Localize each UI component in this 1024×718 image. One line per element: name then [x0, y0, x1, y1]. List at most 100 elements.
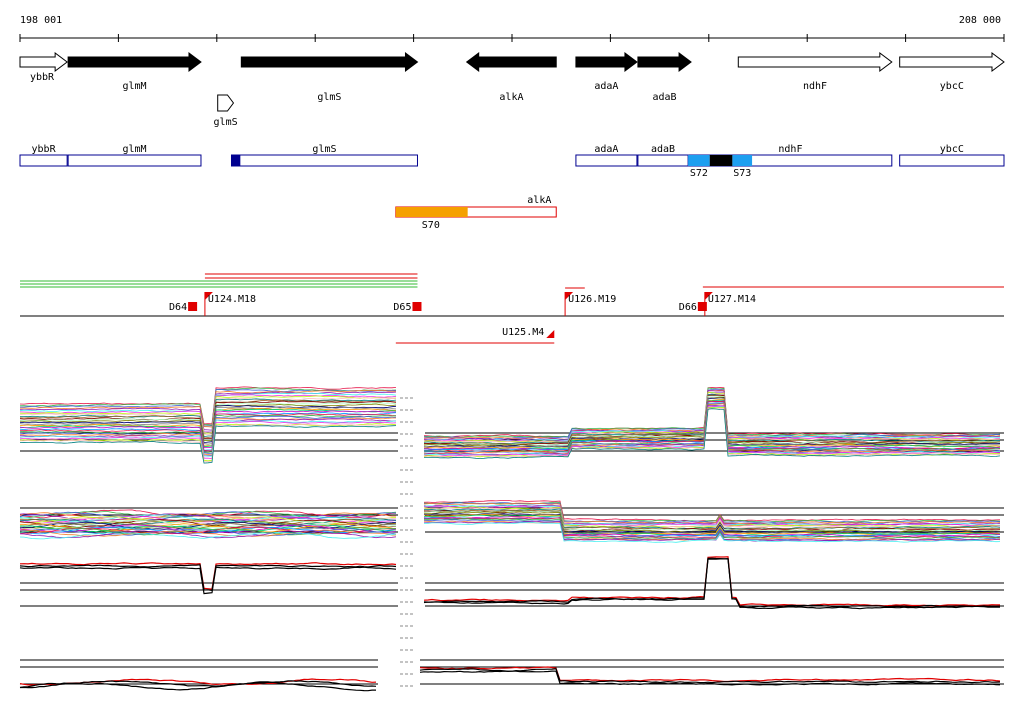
expression-profile-line	[19, 397, 397, 436]
gene-arrow-glmS	[240, 52, 419, 72]
expression-profile-line	[424, 521, 1001, 543]
expression-profile-line	[19, 411, 397, 451]
expression-profile-line	[19, 402, 397, 441]
expression-profile-line	[423, 502, 1001, 525]
expression-profile-line	[19, 399, 397, 439]
breakpoint-marker-D66	[697, 302, 707, 311]
expression-profile-line	[19, 391, 397, 431]
expression-profile-line	[19, 404, 397, 444]
transcription-unit-label-glmS: glmS	[312, 144, 336, 155]
breakpoint-label-D64: D64	[169, 302, 187, 313]
transcription-unit-label-ybbR: ybbR	[32, 144, 57, 155]
breakpoint-label-U124.M18: U124.M18	[208, 294, 256, 305]
transcription-unit-label-adaB: adaB	[651, 144, 675, 155]
expression-profile-line	[19, 528, 397, 537]
expression-profile-line	[423, 391, 1001, 442]
expression-profiles-plus-all	[19, 386, 1004, 687]
expression-profile-line	[423, 558, 1000, 610]
gene-arrow-ndhF	[737, 52, 893, 72]
expression-profile-line	[19, 419, 397, 457]
expression-profile-line	[19, 521, 396, 529]
breakpoint-marker-U125.M4	[546, 330, 555, 338]
breakpoint-label-D65: D65	[393, 302, 411, 313]
expression-profile-line	[20, 509, 396, 519]
expression-profile-line	[19, 388, 397, 427]
transcription-unit-minus-label-alkA: alkA	[527, 195, 551, 206]
transcription-unit-glmS	[230, 154, 418, 167]
breakpoints-track: D64 U124.M18 D65 U126.M19 D66 U127.M14 U125.M4	[20, 273, 1004, 344]
expression-profile-line	[19, 566, 397, 595]
annotated-genes-track: ybbR glmM glmS alkA adaA adaB ndhF ybcC glmS	[19, 52, 1005, 128]
ruler-ticks	[19, 34, 1005, 42]
segment-minus-label-S70: S70	[422, 220, 440, 231]
gene-label-ybcC: ybcC	[940, 81, 964, 92]
transcription-units-plus-track: ybbR glmM glmS adaA adaB ndhF ybcC S72 S73	[19, 144, 1005, 179]
transcription-unit-ybbR	[19, 154, 68, 167]
expression-profile-line	[423, 387, 1001, 438]
gene-arrow-adaB	[637, 52, 692, 72]
expression-profile-line	[19, 529, 397, 537]
segment-plus	[709, 155, 733, 166]
expression-profile-line	[423, 556, 1001, 607]
expression-profile-line	[423, 390, 1001, 441]
small-feature-arrow	[217, 94, 235, 112]
ruler-start-label: 198 001	[20, 15, 62, 26]
expression-profile-line	[19, 414, 397, 453]
transcription-units-minus-track: alkA S70	[395, 195, 557, 231]
expression-profile-line	[19, 531, 397, 540]
expression-profile-line	[423, 401, 1000, 452]
expression-profile-line	[19, 681, 376, 692]
expression-profile-line	[423, 513, 1001, 535]
expression-profile-line	[423, 392, 1001, 443]
gene-label-glmS: glmS	[317, 92, 341, 103]
expression-profile-line	[19, 403, 397, 442]
expression-profiles-minus-average	[19, 659, 1004, 692]
gene-label-adaB: adaB	[652, 92, 676, 103]
expression-profile-line	[19, 562, 397, 590]
gene-arrow-ybcC	[899, 52, 1005, 72]
gene-arrow-glmM	[67, 52, 202, 72]
breakpoint-label-U127.M14: U127.M14	[708, 294, 756, 305]
coordinate-ruler: 198 001 208 000	[19, 15, 1005, 42]
breakpoint-marker-U127.M14	[704, 292, 713, 300]
breakpoint-marker-D64	[188, 302, 198, 311]
segment-plus	[688, 155, 710, 166]
expression-profile-line	[419, 670, 1001, 686]
expression-profile-line	[19, 423, 397, 463]
segment-plus	[231, 155, 241, 166]
expression-profiles-minus-all	[19, 500, 1004, 543]
expression-profile-line	[19, 519, 397, 528]
expression-profile-line	[423, 391, 1001, 442]
segment-label-S73: S73	[733, 168, 751, 179]
expression-profile-line	[19, 420, 397, 460]
gene-label-adaA: adaA	[594, 81, 618, 92]
small-feature-label: glmS	[214, 117, 238, 128]
expression-profile-line	[19, 530, 397, 539]
gene-label-alkA: alkA	[499, 92, 523, 103]
transcription-unit-label-glmM: glmM	[123, 144, 147, 155]
expression-profile-line	[423, 517, 1001, 538]
segment-minus	[395, 207, 468, 217]
transcription-unit-label-ndhF: ndhF	[778, 144, 802, 155]
segment-plus	[732, 155, 753, 166]
transcription-unit-label-ybcC: ybcC	[940, 144, 964, 155]
gene-arrow-ybbR	[19, 52, 68, 72]
gene-arrow-adaA	[575, 52, 638, 72]
transcription-unit-ybcC	[899, 154, 1005, 167]
expression-profile-line	[19, 425, 397, 464]
ruler-end-label: 208 000	[959, 15, 1001, 26]
expression-profile-line	[424, 408, 1001, 459]
gene-label-ndhF: ndhF	[803, 81, 827, 92]
transcription-unit-glmM	[67, 154, 202, 167]
expression-profile-line	[19, 418, 397, 457]
expression-profile-line	[19, 386, 397, 425]
transcription-unit-label-adaA: adaA	[594, 144, 618, 155]
expression-profile-line	[19, 415, 397, 454]
transcription-unit-adaA	[575, 154, 638, 167]
expression-profiles-plus-average	[19, 556, 1004, 610]
expression-profile-line	[423, 517, 1001, 539]
breakpoint-label-U125.M4: U125.M4	[502, 327, 544, 338]
expression-profile-line	[423, 388, 1001, 440]
